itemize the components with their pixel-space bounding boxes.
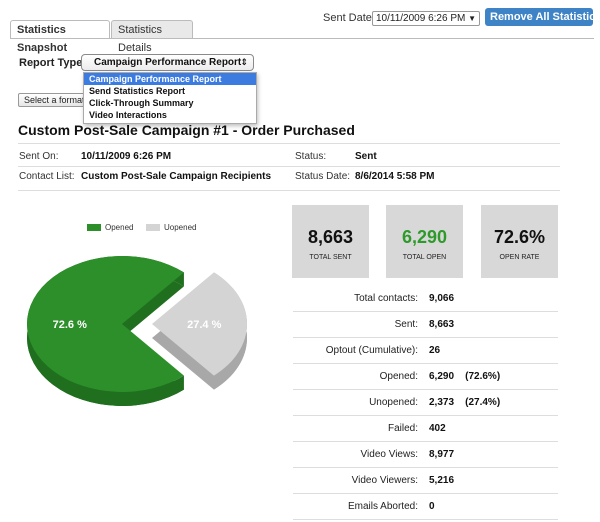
stats-row: Sent: 8,663 <box>293 312 558 338</box>
stats-row: Emails Aborted: 0 <box>293 494 558 520</box>
report-type-value: Campaign Performance Report <box>94 57 242 68</box>
stats-row: Video Viewers: 5,216 <box>293 468 558 494</box>
divider <box>18 166 560 167</box>
legend-label-unopened: Uopened <box>164 223 197 232</box>
dropdown-option-video-interactions[interactable]: Video Interactions <box>89 110 167 120</box>
remove-all-statistics-button[interactable]: Remove All Statistics <box>485 8 593 26</box>
dropdown-option-click-through[interactable]: Click-Through Summary <box>89 98 194 108</box>
stat-value: 0 <box>429 501 435 512</box>
stat-value: 5,216 <box>429 475 455 486</box>
status-label: Status: <box>295 151 327 162</box>
status-date-label: Status Date: <box>295 171 351 182</box>
stat-value: 6,290 (72.6%) <box>429 371 501 382</box>
stats-row: Failed: 402 <box>293 416 558 442</box>
stat-label: Total contacts: <box>354 293 418 304</box>
divider <box>18 143 560 144</box>
stat-label: Optout (Cumulative): <box>325 345 418 356</box>
sent-date-value: 10/11/2009 6:26 PM <box>376 13 466 24</box>
tile-value: 72.6% <box>493 227 546 247</box>
contact-list-label: Contact List: <box>19 171 75 182</box>
campaign-title: Custom Post-Sale Campaign #1 - Order Pur… <box>18 122 355 138</box>
stat-label: Video Viewers: <box>351 475 418 486</box>
legend-label-opened: Opened <box>105 223 134 232</box>
tile-label: TOTAL SENT <box>309 254 352 261</box>
tile-value: 8,663 <box>307 227 354 247</box>
sent-date-label: Sent Date: <box>323 12 375 24</box>
status-value: Sent <box>355 151 377 162</box>
pie-slice-opened <box>26 256 184 406</box>
divider <box>18 190 560 191</box>
stat-label: Emails Aborted: <box>347 501 418 512</box>
tab-statistics-details[interactable]: Statistics Details <box>111 20 193 54</box>
open-rate-pie-chart: 72.6 % 27.4 % <box>26 256 247 406</box>
sent-on-label: Sent On: <box>19 151 59 162</box>
status-date-value: 8/6/2014 5:58 PM <box>355 171 435 182</box>
report-type-select[interactable]: Campaign Performance Report ⇕ <box>81 54 254 71</box>
stat-label: Video Views: <box>360 449 418 460</box>
stats-row: Optout (Cumulative): 26 <box>293 338 558 364</box>
stat-label: Unopened: <box>369 397 418 408</box>
stats-row: Total contacts: 9,066 <box>293 286 558 312</box>
pie-slice-unopened <box>152 272 247 390</box>
stat-value: 2,373 (27.4%) <box>429 397 501 408</box>
tile-label: OPEN RATE <box>499 254 540 261</box>
legend-swatch-opened <box>87 224 101 231</box>
stat-label: Sent: <box>394 319 418 330</box>
pie-label-opened: 72.6 % <box>53 319 87 331</box>
sent-date-select[interactable]: 10/11/2009 6:26 PM ▼ <box>372 11 480 26</box>
report-type-label: Report Type: <box>19 57 87 69</box>
stat-value: 8,977 <box>429 449 455 460</box>
sent-on-value: 10/11/2009 6:26 PM <box>81 151 172 162</box>
stat-value: 402 <box>429 423 446 434</box>
tab-statistics-snapshot[interactable]: Statistics Snapshot <box>10 20 110 54</box>
pie-label-unopened: 27.4 % <box>187 319 221 331</box>
dropdown-option-campaign-performance[interactable]: Campaign Performance Report <box>84 73 256 85</box>
chevron-down-icon: ▼ <box>468 14 476 23</box>
tile-label: TOTAL OPEN <box>402 254 447 261</box>
select-format-button[interactable]: Select a format <box>18 93 88 107</box>
stats-row: Unopened: 2,373 (27.4%) <box>293 390 558 416</box>
legend-swatch-unopened <box>146 224 160 231</box>
report-type-dropdown: Campaign Performance Report Send Statist… <box>83 72 257 124</box>
stats-row: Video Views: 8,977 <box>293 442 558 468</box>
contact-list-value: Custom Post-Sale Campaign Recipients <box>81 171 272 182</box>
dropdown-option-send-statistics[interactable]: Send Statistics Report <box>89 86 186 96</box>
stat-value: 26 <box>429 345 441 356</box>
stat-label: Opened: <box>379 371 418 382</box>
updown-arrows-icon: ⇕ <box>240 57 248 67</box>
tile-total-open: 6,290 TOTAL OPEN <box>386 205 463 278</box>
tile-open-rate: 72.6% OPEN RATE <box>481 205 558 278</box>
tab-divider <box>10 38 594 39</box>
stat-value: 9,066 <box>429 293 455 304</box>
stat-label: Failed: <box>387 423 418 434</box>
stat-value: 8,663 <box>429 319 455 330</box>
stats-row: Opened: 6,290 (72.6%) <box>293 364 558 390</box>
tile-total-sent: 8,663 TOTAL SENT <box>292 205 369 278</box>
tile-value: 6,290 <box>401 227 448 247</box>
